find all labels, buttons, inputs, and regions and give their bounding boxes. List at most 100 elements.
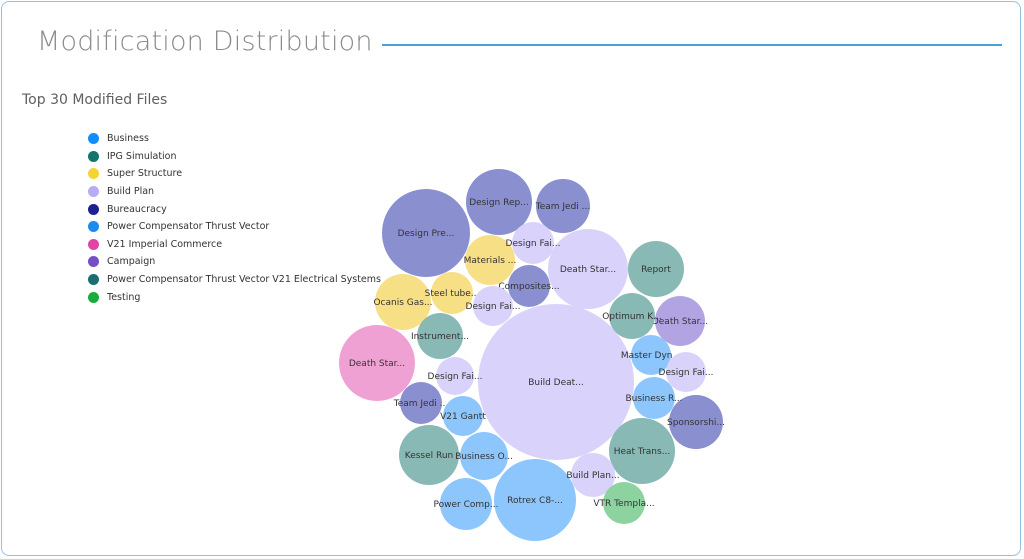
bubble[interactable]: Ocanis Gas... (373, 274, 433, 330)
legend-swatch (88, 133, 99, 145)
bubble-circle[interactable] (431, 272, 473, 314)
bubble-circle[interactable] (400, 382, 442, 424)
bubble[interactable]: Design Pre... (382, 189, 470, 277)
bubble-circle[interactable] (669, 395, 723, 449)
bubble-circle[interactable] (436, 357, 474, 395)
bubble[interactable]: Materials ... (464, 235, 517, 285)
bubble-circle[interactable] (609, 418, 675, 484)
bubble-circle[interactable] (399, 425, 459, 485)
bubble-circle[interactable] (655, 296, 705, 346)
bubble[interactable]: Team Jedi ... (393, 382, 449, 424)
bubble[interactable]: Optimum K... (602, 293, 662, 339)
bubble-label: VTR Templa... (593, 499, 654, 509)
legend-item[interactable]: Power Compensator Thrust Vector V21 Elec… (88, 271, 381, 289)
bubble[interactable]: Business R... (625, 377, 683, 419)
bubble[interactable]: Master Dyn... (621, 335, 681, 375)
bubble-circle[interactable] (548, 229, 628, 309)
bubble-label: Build Plan... (566, 471, 619, 481)
bubble-circle[interactable] (478, 304, 634, 460)
bubble-circle[interactable] (512, 222, 554, 264)
bubble-label: Business O... (455, 452, 513, 462)
bubble-label: Death Star... (349, 359, 405, 369)
bubble[interactable]: Design Fai... (466, 286, 521, 326)
bubble[interactable]: Business O... (455, 432, 513, 480)
bubble-circle[interactable] (628, 241, 684, 297)
bubble[interactable]: V21 Gantt (440, 396, 486, 436)
legend-swatch (88, 150, 99, 162)
legend-item[interactable]: Campaign (88, 253, 381, 271)
bubble[interactable]: Composites... (498, 265, 560, 307)
legend-swatch (88, 256, 99, 268)
bubble-circle[interactable] (633, 377, 675, 419)
bubble[interactable]: Build Plan... (566, 453, 620, 497)
bubble-label: Design Fai... (659, 368, 714, 378)
bubble-circle[interactable] (494, 459, 576, 541)
bubble-circle[interactable] (466, 169, 532, 235)
bubble[interactable]: Power Comp... (434, 478, 499, 530)
bubble-label: Kessel Run (405, 451, 454, 461)
legend-item[interactable]: Build Plan (88, 183, 381, 201)
bubble-circle[interactable] (666, 352, 706, 392)
legend-item[interactable]: IPG Simulation (88, 148, 381, 166)
bubble-circle[interactable] (443, 396, 483, 436)
legend-swatch (88, 186, 99, 198)
bubble-label: Rotrex C8-... (507, 496, 563, 506)
bubble[interactable]: Death Star... (339, 325, 415, 401)
bubble-circle[interactable] (571, 453, 615, 497)
bubble[interactable]: Design Fai... (506, 222, 561, 264)
bubble-circle[interactable] (382, 189, 470, 277)
page-title: Modification Distribution (37, 26, 373, 57)
bubble-label: Build Deat... (528, 378, 584, 388)
bubble[interactable]: Death Star... (548, 229, 628, 309)
bubble[interactable]: Sponsorshi... (667, 395, 725, 449)
bubble-label: Death Star... (652, 317, 708, 327)
bubble[interactable]: Heat Trans... (609, 418, 675, 484)
bubble-circle[interactable] (609, 293, 655, 339)
legend-item[interactable]: Business (88, 130, 381, 148)
bubble-circle[interactable] (460, 432, 508, 480)
bubble-circle[interactable] (536, 179, 590, 233)
bubble-label: Report (641, 265, 671, 275)
bubble[interactable]: Instrument... (411, 313, 469, 359)
bubble-label: V21 Gantt (440, 412, 486, 422)
legend-label: Build Plan (107, 186, 155, 198)
legend-item[interactable]: Testing (88, 288, 381, 306)
bubble[interactable]: Team Jedi ... (535, 179, 591, 233)
bubble[interactable]: Design Fai... (428, 357, 483, 395)
bubble[interactable]: Death Star... (652, 296, 708, 346)
bubble-label: Design Rep... (469, 198, 529, 208)
bubble-label: Power Comp... (434, 500, 499, 510)
legend-label: Bureaucracy (107, 203, 167, 215)
bubble[interactable]: Steel tube... (425, 272, 480, 314)
bubble-label: Heat Trans... (614, 447, 671, 457)
legend-label: V21 Imperial Commerce (107, 238, 223, 250)
bubble-label: Design Pre... (398, 229, 455, 239)
legend-label: Campaign (107, 256, 156, 268)
legend-label: Power Compensator Thrust Vector (107, 221, 270, 233)
bubble-circle[interactable] (631, 335, 671, 375)
bubble-circle[interactable] (603, 482, 645, 524)
bubble-circle[interactable] (375, 274, 431, 330)
legend-item[interactable]: Bureaucracy (88, 200, 381, 218)
bubble[interactable]: VTR Templa... (593, 482, 655, 524)
bubble[interactable]: Design Fai... (659, 352, 714, 392)
bubble-circle[interactable] (465, 235, 515, 285)
legend-item[interactable]: Power Compensator Thrust Vector (88, 218, 381, 236)
bubble[interactable]: Rotrex C8-... (494, 459, 576, 541)
bubble[interactable]: Report (628, 241, 684, 297)
bubble-circle[interactable] (473, 286, 513, 326)
bubble-label: Design Fai... (466, 302, 521, 312)
legend-item[interactable]: Super Structure (88, 165, 381, 183)
bubble[interactable]: Kessel Run (399, 425, 459, 485)
bubble-label: Design Fai... (428, 372, 483, 382)
title-divider (382, 44, 1002, 46)
bubble-circle[interactable] (508, 265, 550, 307)
bubble-circle[interactable] (339, 325, 415, 401)
legend-item[interactable]: V21 Imperial Commerce (88, 236, 381, 254)
bubble[interactable]: Build Deat... (478, 304, 634, 460)
bubble[interactable]: Design Rep... (466, 169, 532, 235)
bubble-circle[interactable] (417, 313, 463, 359)
legend-swatch (88, 221, 99, 233)
bubble-circle[interactable] (440, 478, 492, 530)
